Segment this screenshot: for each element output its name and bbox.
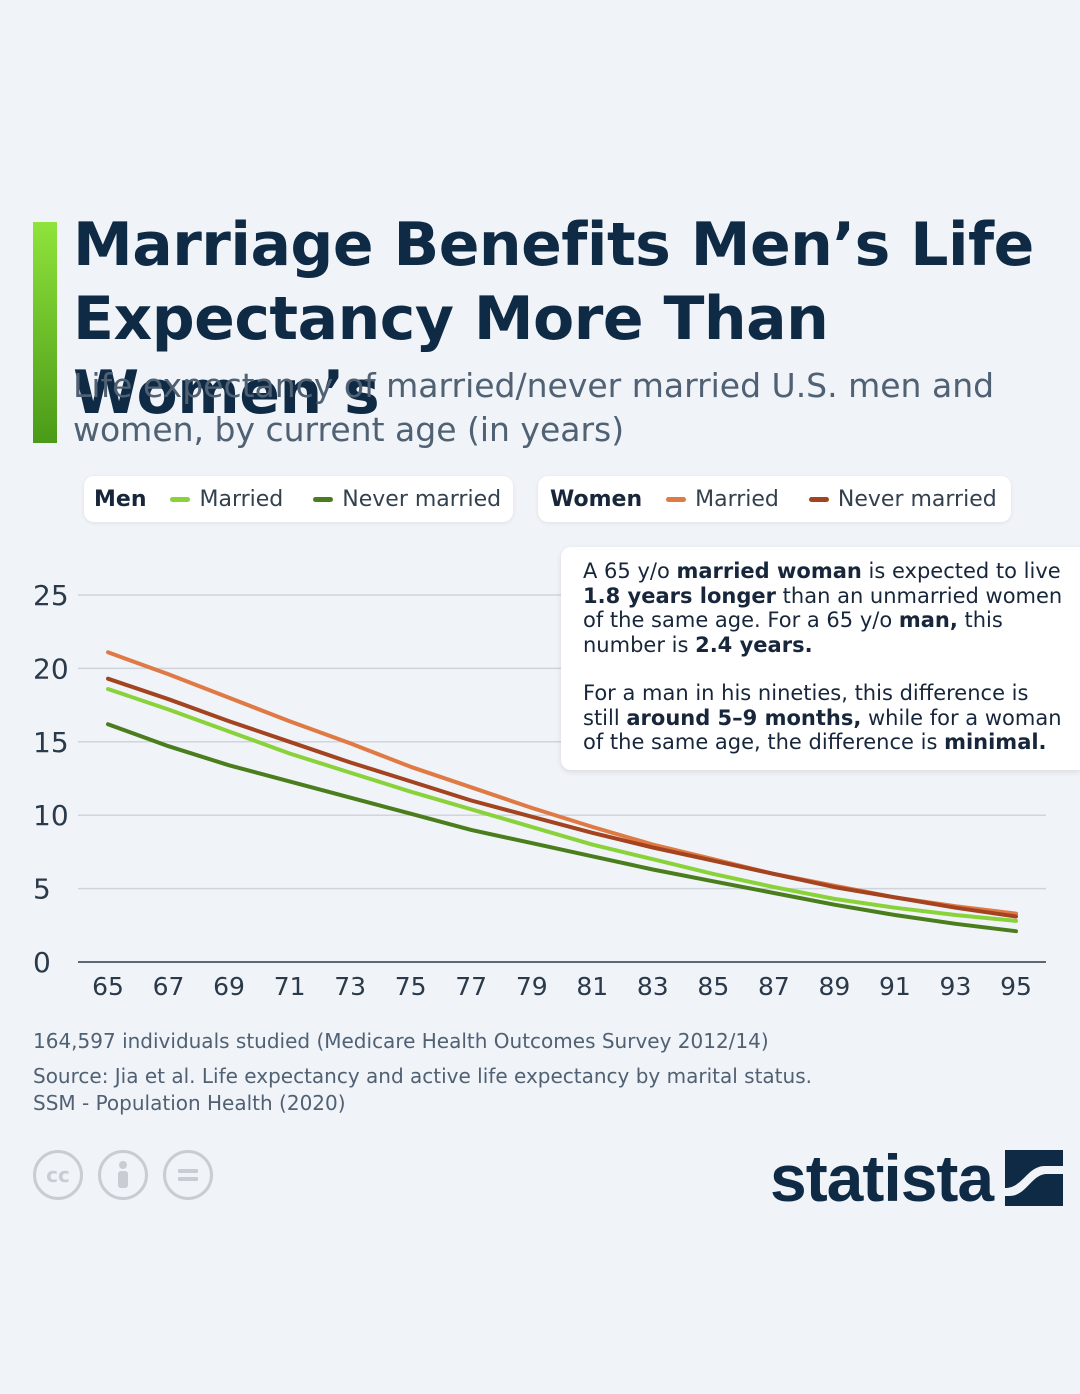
- annotation-text: A 65 y/o: [583, 559, 677, 583]
- annotation-bold: married woman: [676, 559, 862, 583]
- y-tick-label: 20: [33, 652, 69, 685]
- license-icons: cc: [33, 1150, 228, 1200]
- cc-icon[interactable]: cc: [33, 1150, 83, 1200]
- x-axis: 65 67 69 71 73 75 77 79 81 83 85 87 89 91 93 95: [92, 972, 1032, 1001]
- x-tick-label: 85: [697, 972, 729, 1001]
- annotation-bold: man,: [898, 608, 958, 632]
- y-axis: 0 5 10 15 20 25: [33, 579, 69, 979]
- x-tick-label: 75: [395, 972, 427, 1001]
- person-icon[interactable]: [98, 1150, 148, 1200]
- annotation-bold: minimal.: [944, 730, 1047, 754]
- source-line-2: SSM - Population Health (2020): [33, 1091, 346, 1115]
- annotation-text: For a man in his nineties, this differen…: [583, 681, 1029, 730]
- chart-title: Marriage Benefits Men’s Life Expectancy …: [73, 210, 1034, 428]
- x-tick-label: 79: [516, 972, 548, 1001]
- legend-women-never-married-label: Never married: [837, 486, 997, 512]
- source-line-1: Source: Jia et al. Life expectancy and a…: [33, 1064, 812, 1088]
- x-tick-label: 67: [153, 972, 185, 1001]
- legend-women: Women Married Never married: [538, 476, 1011, 522]
- swatch-men-married: [170, 496, 191, 502]
- x-tick-label: 77: [455, 972, 487, 1001]
- x-tick-label: 65: [92, 972, 124, 1001]
- legend-men: Men Married Never married: [84, 476, 514, 522]
- legend-men-married-label: Married: [199, 486, 284, 512]
- series-lines: [106, 650, 1018, 934]
- x-tick-label: 95: [1000, 972, 1032, 1001]
- y-tick-label: 10: [33, 799, 69, 832]
- annotation-box: A 65 y/o married woman is expected to li…: [561, 547, 1080, 770]
- series-line-men-never-married: [106, 722, 1018, 934]
- brand-name: statista: [770, 1141, 994, 1215]
- x-tick-label: 87: [758, 972, 790, 1001]
- x-tick-label: 71: [274, 972, 306, 1001]
- legend-item-men-married: Married: [170, 487, 283, 512]
- legend-item-men-never-married: Never married: [313, 487, 501, 512]
- series-line-women-never-married: [106, 676, 1018, 919]
- statista-logo-icon: [1005, 1150, 1064, 1206]
- x-tick-label: 83: [637, 972, 669, 1001]
- annotation-text: than an unmarried women of the same age.…: [583, 583, 1063, 633]
- y-tick-label: 15: [33, 726, 69, 759]
- equals-icon[interactable]: [163, 1150, 213, 1200]
- x-tick-label: 91: [879, 972, 911, 1001]
- annotation-bold: around 5–9 months,: [626, 705, 862, 730]
- statista-logo[interactable]: statista: [770, 1140, 1064, 1216]
- y-tick-label: 0: [33, 946, 51, 979]
- x-tick-label: 81: [576, 972, 608, 1001]
- legend-men-label: Men: [94, 486, 147, 512]
- y-tick-label: 25: [33, 579, 69, 612]
- annotation-text: this number is: [583, 608, 1003, 657]
- annotation-bold: 2.4 years.: [695, 632, 813, 657]
- legend-men-never-married-label: Never married: [342, 486, 502, 512]
- swatch-women-married: [666, 496, 687, 502]
- legend-women-label: Women: [550, 486, 643, 512]
- annotation-paragraph-2: For a man in his nineties, this differen…: [583, 681, 1070, 755]
- legend-women-married-label: Married: [695, 486, 779, 512]
- annotation-bold: 1.8 years longer: [583, 583, 776, 608]
- x-tick-label: 69: [213, 972, 245, 1001]
- series-line-men-married: [106, 687, 1018, 923]
- swatch-women-never-married: [808, 496, 829, 502]
- annotation-text: is expected to live: [861, 559, 1061, 583]
- legend-item-women-married: Married: [666, 487, 779, 512]
- y-tick-label: 5: [33, 873, 51, 906]
- annotation-paragraph-1: A 65 y/o married woman is expected to li…: [583, 559, 1070, 657]
- swatch-men-never-married: [313, 496, 334, 502]
- chart-subtitle: Life expectancy of married/never married…: [73, 366, 995, 449]
- x-tick-label: 89: [818, 972, 850, 1001]
- annotation-text: while for a woman of the same age, the d…: [583, 705, 1062, 755]
- legend-item-women-never-married: Never married: [808, 486, 997, 512]
- x-tick-label: 73: [334, 972, 366, 1001]
- footer-note: 164,597 individuals studied (Medicare He…: [33, 1029, 769, 1053]
- accent-bar: [33, 222, 57, 443]
- x-tick-label: 93: [940, 972, 972, 1001]
